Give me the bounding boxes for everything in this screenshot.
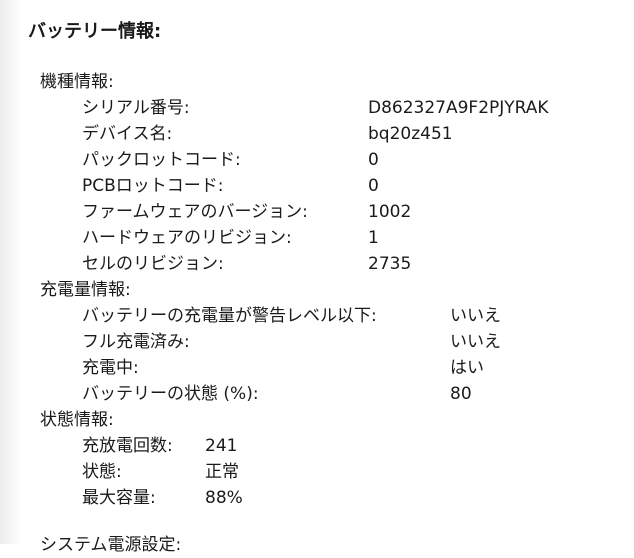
next-section-heading: システム電源設定: <box>40 535 182 555</box>
info-row: 充放電回数: 241 <box>82 433 237 459</box>
info-label: パックロットコード: <box>82 150 241 170</box>
info-label: バッテリーの状態 (%): <box>82 384 259 404</box>
info-value: 0 <box>368 176 379 196</box>
info-value: はい <box>450 358 484 378</box>
info-row: セルのリビジョン: 2735 <box>82 251 411 277</box>
section-heading: 充電量情報: <box>40 280 131 300</box>
info-value: 1 <box>368 228 379 248</box>
info-row: デバイス名: bq20z451 <box>82 121 453 147</box>
info-row: シリアル番号: D862327A9F2PJYRAK <box>82 95 549 121</box>
info-label: シリアル番号: <box>82 98 190 118</box>
info-row: パックロットコード: 0 <box>82 147 379 173</box>
info-row: 充電中: はい <box>82 355 484 381</box>
info-row: バッテリーの充電量が警告レベル以下: いいえ <box>82 303 501 329</box>
info-label: ハードウェアのリビジョン: <box>82 228 292 248</box>
page-title: バッテリー情報: <box>28 21 162 42</box>
info-value: bq20z451 <box>368 124 453 144</box>
info-label: 状態: <box>82 462 122 482</box>
info-label: 充電中: <box>82 358 139 378</box>
info-value: 正常 <box>205 462 239 482</box>
info-label: フル充電済み: <box>82 332 190 352</box>
info-label: ファームウェアのバージョン: <box>82 202 308 222</box>
section-heading: 状態情報: <box>40 410 114 430</box>
info-label: バッテリーの充電量が警告レベル以下: <box>82 306 377 326</box>
info-row: バッテリーの状態 (%): 80 <box>82 381 472 407</box>
info-value: 1002 <box>368 202 412 222</box>
info-value: 241 <box>205 436 238 456</box>
info-row: PCBロットコード: 0 <box>82 173 379 199</box>
info-value: 88% <box>205 488 243 508</box>
info-value: いいえ <box>450 306 501 326</box>
info-label: セルのリビジョン: <box>82 254 224 274</box>
info-label: 充放電回数: <box>82 436 173 456</box>
section-heading: 機種情報: <box>40 72 114 92</box>
info-value: 0 <box>368 150 379 170</box>
info-label: 最大容量: <box>82 488 156 508</box>
window-edge-shadow <box>0 0 22 544</box>
info-value: いいえ <box>450 332 501 352</box>
info-row: 最大容量: 88% <box>82 485 243 511</box>
info-row: 状態: 正常 <box>82 459 239 485</box>
info-label: デバイス名: <box>82 124 173 144</box>
info-row: フル充電済み: いいえ <box>82 329 501 355</box>
info-row: ファームウェアのバージョン: 1002 <box>82 199 411 225</box>
info-value: 80 <box>450 384 472 404</box>
info-value: D862327A9F2PJYRAK <box>368 98 549 118</box>
info-label: PCBロットコード: <box>82 176 224 196</box>
info-value: 2735 <box>368 254 412 274</box>
info-row: ハードウェアのリビジョン: 1 <box>82 225 379 251</box>
